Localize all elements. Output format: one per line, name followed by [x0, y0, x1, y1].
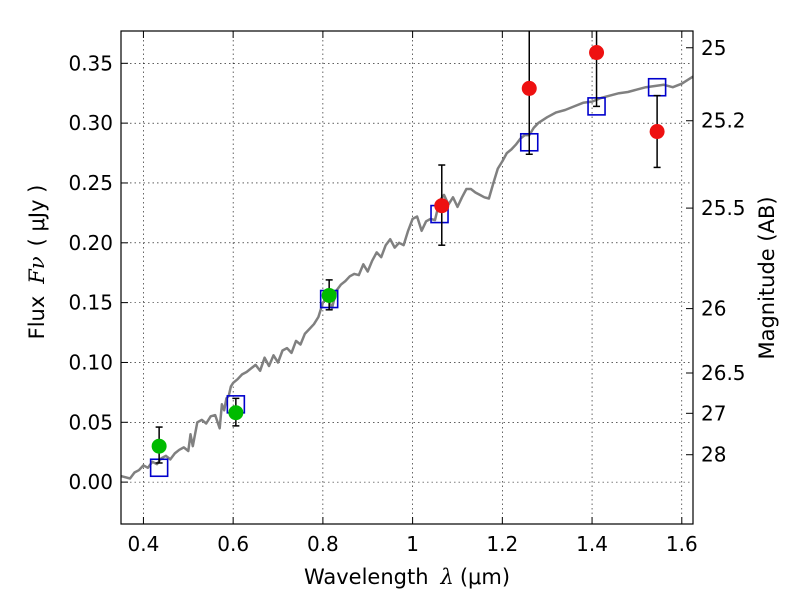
plot-frame: [120, 30, 694, 525]
y2-tick-label: 27: [701, 401, 726, 425]
photometry-point: [521, 80, 537, 96]
y2-tick-label: 25.5: [701, 196, 746, 220]
y-tick-label: 0.05: [68, 410, 113, 434]
plot-area: [121, 31, 693, 480]
x-tick-label: 1.6: [666, 532, 698, 556]
y-tick-label: 0.00: [68, 470, 113, 494]
x-tick-label: 0.6: [217, 532, 249, 556]
y-axis-label: FluxFν( μJy ): [25, 185, 49, 340]
ticks: 0.4 0.6 0.8 1 1.2 1.4 1.6 0.00 0.05 0.10 0.15 0.20 0…: [68, 31, 746, 556]
y2-tick-label: 26: [701, 297, 726, 321]
x-tick-label: 0.4: [128, 532, 160, 556]
photometry-point: [649, 124, 665, 140]
y-tick-label: 0.35: [68, 51, 113, 75]
x-tick-label: 1.2: [486, 532, 518, 556]
photometry-point: [228, 405, 244, 421]
x-axis-label: Wavelength λ (μm): [304, 565, 510, 589]
photometry-point: [321, 287, 337, 303]
y-tick-label: 0.15: [68, 291, 113, 315]
x-tick-label: 1.4: [576, 532, 608, 556]
x-tick-label: 0.8: [307, 532, 339, 556]
y2-axis-label: Magnitude (AB): [755, 196, 779, 359]
y2-tick-label: 28: [701, 443, 726, 467]
y2-tick-label: 26.5: [701, 361, 746, 385]
y-tick-label: 0.25: [68, 171, 113, 195]
photometry-point: [151, 438, 167, 454]
x-tick-label: 1: [406, 532, 419, 556]
y-tick-label: 0.30: [68, 111, 113, 135]
photometry-point: [589, 45, 605, 61]
y-tick-label: 0.10: [68, 350, 113, 374]
y2-tick-label: 25.2: [701, 109, 746, 133]
y2-tick-label: 25: [701, 36, 726, 60]
y-tick-label: 0.20: [68, 231, 113, 255]
photometry-point: [434, 198, 450, 214]
